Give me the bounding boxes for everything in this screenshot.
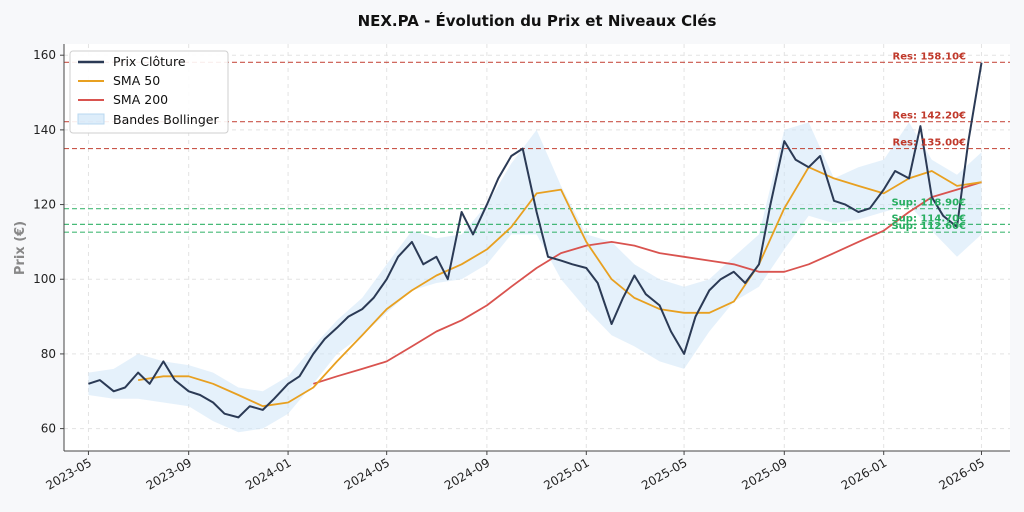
legend-label-sma200: SMA 200 [113, 92, 168, 107]
x-tick-label: 2023-09 [144, 455, 194, 492]
resistance-level-label: Res: 158.10€ [893, 51, 967, 62]
support-level-label: Sup: 114.70€ [891, 213, 966, 224]
key-level-labels: Res: 158.10€ Res: 142.20€ Res: 135.00€ Sup:… [891, 51, 966, 232]
x-tick-label: 2025-09 [739, 455, 789, 492]
y-tick-label: 60 [41, 422, 56, 436]
sma200-line [313, 181, 982, 385]
y-tick-label: 140 [33, 123, 56, 137]
resistance-level-label: Res: 135.00€ [893, 138, 967, 149]
x-tick-label: 2024-01 [243, 455, 293, 492]
resistance-level-label: Res: 142.20€ [893, 111, 967, 122]
x-ticks: 2023-05 2023-09 2024-01 2024-05 2024-09 2025-… [44, 451, 987, 493]
sma50-line [137, 166, 982, 408]
y-tick-label: 80 [41, 347, 56, 361]
legend: Prix Clôture SMA 50 SMA 200 Bandes Bolli… [69, 50, 229, 134]
chart-title: NEX.PA - Évolution du Prix et Niveaux Cl… [358, 11, 717, 30]
y-axis-label: Prix (€) [13, 221, 28, 275]
axes [63, 44, 1010, 452]
x-tick-label: 2025-01 [541, 455, 591, 492]
y-tick-label: 160 [33, 48, 56, 62]
support-level-label: Sup: 112.60€ [891, 221, 966, 232]
x-tick-label: 2026-01 [839, 455, 889, 492]
legend-box [69, 50, 229, 134]
legend-label-bollinger: Bandes Bollinger [113, 112, 219, 127]
x-tick-label: 2024-05 [342, 455, 392, 492]
series-lines [88, 62, 983, 419]
legend-label-price: Prix Clôture [113, 54, 186, 69]
y-tick-label: 100 [33, 272, 56, 286]
legend-swatch-bollinger [77, 113, 105, 125]
support-level-label: Sup: 118.90€ [891, 198, 966, 209]
y-tick-label: 120 [33, 198, 56, 212]
x-tick-label: 2024-09 [442, 455, 492, 492]
y-ticks: 60 80 100 120 140 160 [33, 48, 64, 436]
x-tick-label: 2026-05 [937, 455, 987, 492]
x-tick-label: 2023-05 [44, 455, 94, 492]
x-tick-label: 2025-05 [639, 455, 689, 492]
legend-label-sma50: SMA 50 [113, 73, 160, 88]
price-line [88, 62, 983, 419]
